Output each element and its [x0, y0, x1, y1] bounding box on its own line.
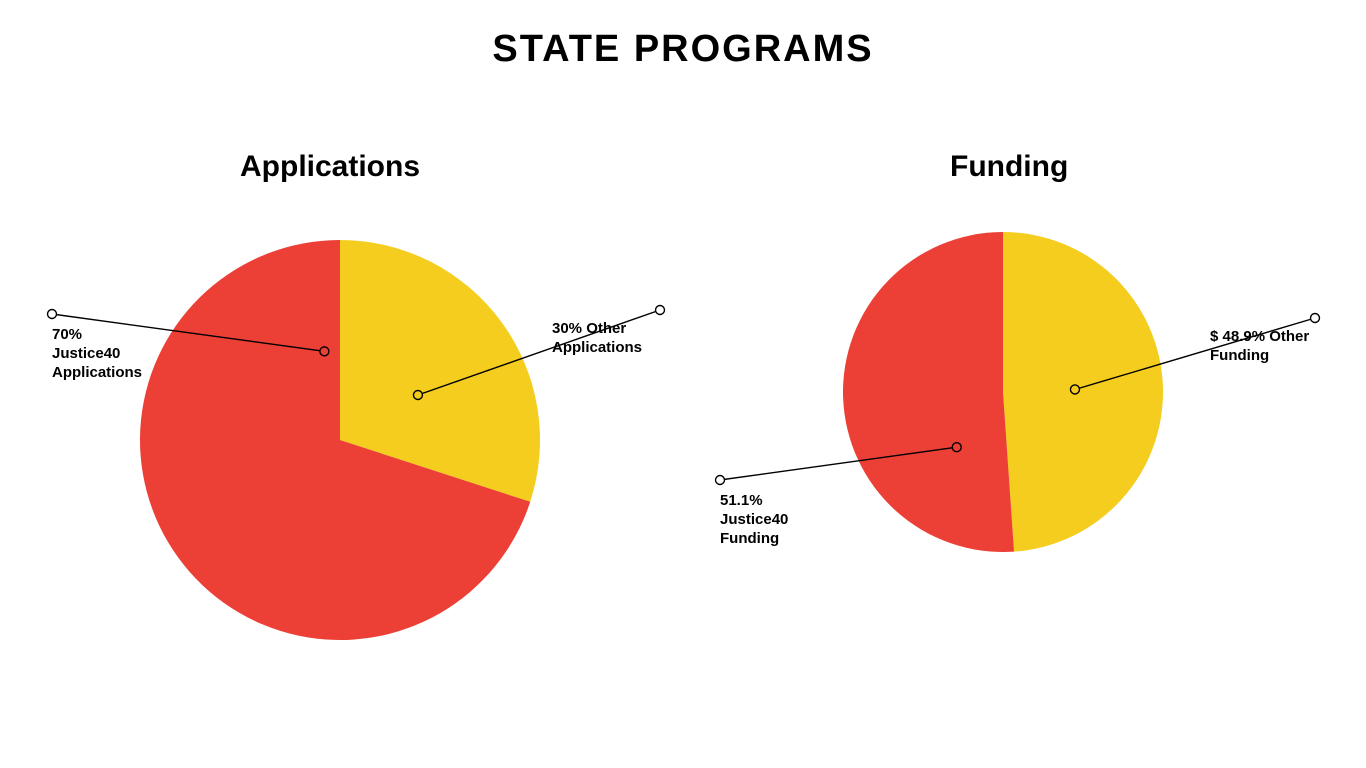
callout-label-funding-justice40: 51.1% Justice40 Funding [720, 492, 788, 548]
pie-slice-funding-justice40 [843, 232, 1014, 552]
pie-chart-applications [140, 240, 540, 640]
pie-svg-funding [843, 232, 1163, 552]
callout-label-funding-other: $ 48.9% Other Funding [1210, 328, 1309, 366]
pie-chart-funding [843, 232, 1163, 552]
page-title: STATE PROGRAMS [0, 28, 1366, 71]
pie-svg-applications [140, 240, 540, 640]
callout-label-applications-justice40: 70% Justice40 Applications [52, 326, 142, 382]
chart-title-funding: Funding [950, 150, 1068, 184]
callout-label-applications-other: 30% Other Applications [552, 320, 642, 358]
pie-slice-funding-other [1003, 232, 1163, 552]
chart-title-applications: Applications [240, 150, 420, 184]
